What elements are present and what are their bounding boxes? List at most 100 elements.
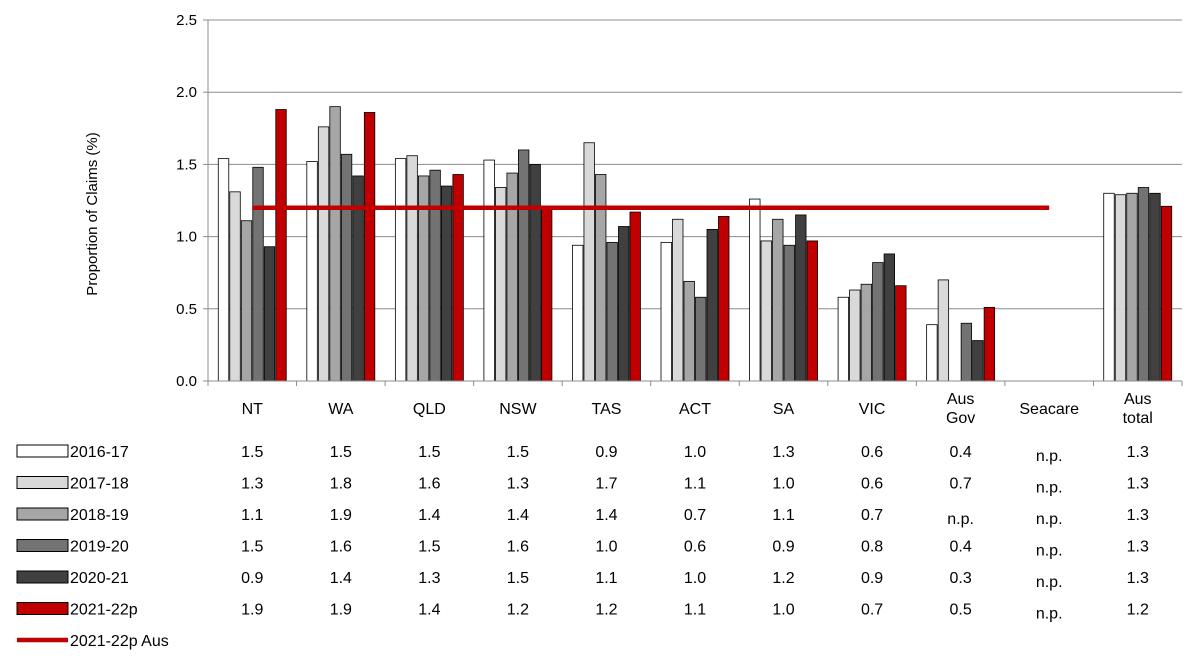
- data-label: 0.7: [861, 507, 883, 524]
- data-label: 1.0: [772, 476, 794, 493]
- data-label: 0.7: [950, 476, 972, 493]
- bar: [683, 280, 695, 382]
- data-label: 1.2: [772, 570, 794, 587]
- data-label: 0.4: [950, 539, 972, 556]
- bar: [706, 228, 718, 382]
- legend-label: 2016-17: [70, 444, 129, 461]
- x-tick-label: Aus: [947, 391, 975, 408]
- data-label: 1.3: [1127, 570, 1149, 587]
- bar: [363, 112, 376, 382]
- bar: [926, 324, 938, 382]
- data-label: 1.4: [595, 507, 617, 524]
- data-label: 1.6: [507, 539, 529, 556]
- data-label: 1.9: [330, 507, 352, 524]
- bars: [217, 106, 1173, 382]
- data-label: 0.4: [950, 444, 972, 461]
- data-label: 1.4: [418, 602, 440, 619]
- bar: [960, 322, 973, 382]
- legend-swatch: [16, 507, 69, 521]
- data-label: 0.5: [950, 602, 972, 619]
- data-label: 1.3: [1127, 444, 1149, 461]
- bar: [837, 296, 849, 382]
- data-label: 1.3: [1127, 507, 1149, 524]
- bar: [263, 246, 276, 382]
- bar: [618, 226, 630, 382]
- bar: [1160, 205, 1173, 382]
- x-tick-label: SA: [773, 401, 795, 418]
- bar: [783, 244, 795, 382]
- x-tick-label: Aus: [1124, 391, 1152, 408]
- data-label: n.p.: [947, 511, 974, 528]
- data-label: n.p.: [1036, 448, 1063, 465]
- data-label: 1.0: [684, 444, 706, 461]
- x-tick-label: WA: [328, 401, 354, 418]
- bar: [629, 211, 641, 382]
- data-label: 1.9: [330, 602, 352, 619]
- bar: [983, 306, 996, 382]
- x-tick-label: NT: [242, 401, 264, 418]
- data-label: 1.2: [595, 602, 617, 619]
- x-tick-label: Gov: [946, 410, 975, 427]
- data-label: 0.9: [861, 570, 883, 587]
- data-label: 0.7: [684, 507, 706, 524]
- y-tick-label: 2.5: [176, 12, 197, 29]
- bar: [872, 262, 884, 382]
- bar: [695, 296, 707, 382]
- bar: [849, 289, 861, 382]
- bar: [217, 158, 230, 382]
- legend-label: 2021-22p Aus: [70, 633, 169, 650]
- data-label: n.p.: [1036, 606, 1063, 623]
- bar: [1103, 192, 1115, 382]
- data-label: 1.3: [1127, 539, 1149, 556]
- bar: [760, 240, 772, 382]
- data-label: 1.9: [241, 602, 263, 619]
- bar: [252, 166, 264, 382]
- data-label: 0.9: [595, 444, 617, 461]
- legend-swatch: [16, 444, 69, 458]
- data-label: 1.5: [241, 444, 263, 461]
- axes: [207, 20, 1183, 386]
- data-label: 1.1: [241, 507, 263, 524]
- bar: [883, 253, 895, 382]
- data-table: 1.5 1.5 1.5 1.5 0.9 1.0 1.3 0.6 0.4 n.p. 1.3 1.3 1.8…: [241, 444, 1149, 623]
- data-label: 0.3: [950, 570, 972, 587]
- data-label: 1.1: [684, 602, 706, 619]
- data-label: 0.6: [861, 444, 883, 461]
- bar: [718, 215, 730, 382]
- legend-label: 2021-22p: [70, 602, 138, 619]
- legend-label: 2020-21: [70, 570, 129, 587]
- y-axis-title: Proportion of Claims (%): [84, 132, 101, 295]
- bar: [306, 161, 318, 382]
- bar: [1137, 187, 1150, 382]
- bar: [506, 172, 518, 382]
- bar: [495, 187, 507, 382]
- bar: [806, 240, 818, 382]
- legend-label: 2017-18: [70, 476, 129, 493]
- bar: [672, 218, 684, 382]
- bar: [275, 109, 287, 382]
- data-label: 1.5: [507, 444, 529, 461]
- data-label: 1.2: [507, 602, 529, 619]
- data-label: 1.5: [330, 444, 352, 461]
- bar: [317, 126, 330, 382]
- bar: [772, 218, 784, 382]
- data-label: n.p.: [1036, 511, 1063, 528]
- x-tick-label: NSW: [499, 401, 537, 418]
- data-label: 1.6: [330, 539, 352, 556]
- data-label: 1.2: [1127, 602, 1149, 619]
- data-label: 0.6: [684, 539, 706, 556]
- bar: [572, 244, 584, 382]
- y-tick-label: 0.5: [176, 301, 197, 318]
- legend-swatch: [16, 602, 69, 615]
- bar: [394, 158, 407, 382]
- bar: [972, 340, 984, 382]
- data-label: 1.1: [684, 476, 706, 493]
- x-tick-label: VIC: [859, 401, 886, 418]
- data-label: 1.4: [507, 507, 529, 524]
- data-label: 0.6: [861, 476, 883, 493]
- legend-label: 2019-20: [70, 539, 129, 556]
- legend-swatch: [16, 539, 69, 552]
- x-tick-label: total: [1123, 410, 1153, 427]
- data-label: 1.3: [1127, 476, 1149, 493]
- y-axis-title-group: Proportion of Claims (%): [84, 132, 101, 295]
